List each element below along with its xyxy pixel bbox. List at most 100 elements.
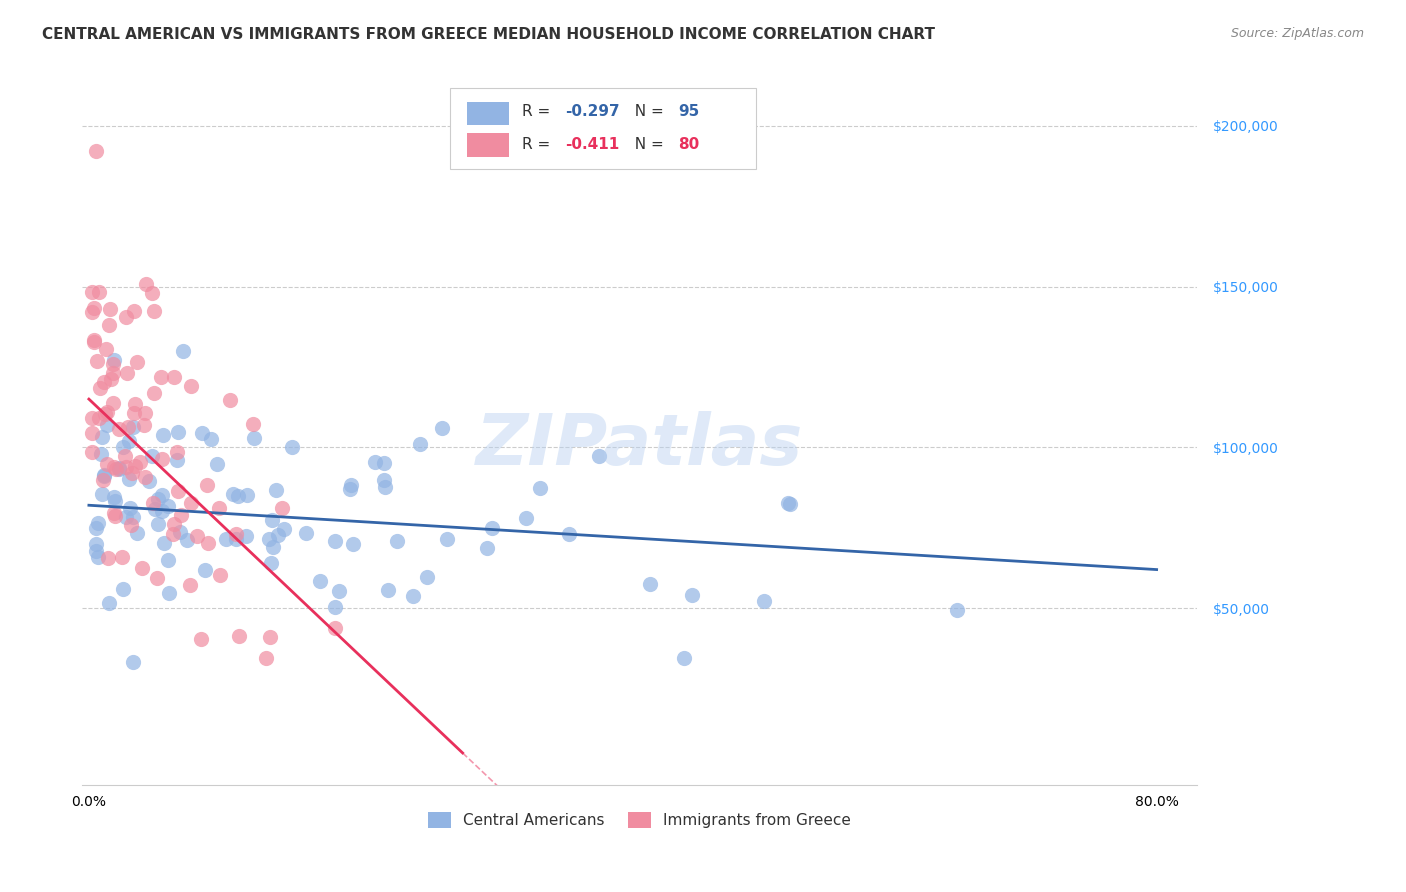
Point	[179, 577, 201, 591]
Point	[262, 541, 284, 555]
Point	[260, 556, 283, 570]
Point	[108, 461, 131, 475]
Point	[281, 440, 304, 454]
Point	[194, 563, 217, 577]
Point	[166, 425, 188, 439]
Point	[107, 422, 129, 436]
Point	[945, 603, 967, 617]
Point	[215, 532, 238, 546]
Point	[436, 532, 458, 546]
Point	[93, 468, 115, 483]
Point	[752, 593, 775, 607]
Point	[150, 452, 173, 467]
Point	[328, 583, 350, 598]
Point	[377, 582, 399, 597]
Point	[89, 381, 111, 395]
Point	[673, 651, 696, 665]
Point	[166, 483, 188, 498]
Point	[157, 586, 180, 600]
Point	[209, 568, 232, 582]
Point	[87, 410, 110, 425]
Point	[111, 550, 134, 565]
Point	[163, 369, 186, 384]
Point	[270, 500, 292, 515]
Point	[115, 510, 138, 524]
Point	[146, 517, 169, 532]
Point	[156, 499, 179, 513]
Point	[80, 285, 103, 299]
Point	[180, 379, 202, 393]
Point	[103, 460, 125, 475]
Point	[111, 440, 134, 454]
Point	[163, 517, 186, 532]
Point	[93, 468, 115, 483]
Point	[115, 310, 138, 324]
Point	[118, 501, 141, 516]
Point	[96, 342, 118, 356]
Point	[135, 277, 157, 292]
Point	[200, 432, 222, 446]
Point	[416, 570, 439, 584]
Point	[86, 354, 108, 368]
Point	[131, 560, 153, 574]
Point	[83, 333, 105, 347]
Point	[134, 417, 156, 432]
Point	[114, 449, 136, 463]
Point	[98, 318, 121, 332]
Point	[225, 532, 247, 546]
Point	[150, 488, 173, 502]
Point	[170, 508, 193, 523]
Point	[186, 528, 208, 542]
Point	[254, 651, 277, 665]
Legend: Central Americans, Immigrants from Greece: Central Americans, Immigrants from Greec…	[422, 805, 856, 834]
Point	[162, 526, 184, 541]
Point	[142, 304, 165, 318]
Point	[91, 430, 114, 444]
FancyBboxPatch shape	[450, 88, 756, 169]
Point	[267, 527, 290, 541]
Text: Source: ZipAtlas.com: Source: ZipAtlas.com	[1230, 27, 1364, 40]
Point	[96, 404, 118, 418]
Point	[103, 490, 125, 504]
Point	[83, 301, 105, 315]
Point	[141, 286, 163, 301]
Point	[83, 334, 105, 349]
Point	[226, 489, 249, 503]
Point	[259, 630, 281, 644]
Point	[218, 392, 240, 407]
Point	[98, 301, 121, 316]
Point	[104, 462, 127, 476]
Point	[138, 474, 160, 488]
Text: N =: N =	[624, 137, 669, 153]
Text: R =: R =	[523, 137, 555, 153]
Point	[101, 366, 124, 380]
Point	[93, 473, 115, 487]
Point	[84, 537, 107, 551]
FancyBboxPatch shape	[467, 133, 509, 157]
Point	[339, 478, 361, 492]
Point	[150, 504, 173, 518]
Point	[166, 453, 188, 467]
Point	[115, 366, 138, 380]
Point	[117, 420, 139, 434]
Point	[588, 449, 610, 463]
Point	[118, 434, 141, 448]
Point	[80, 425, 103, 440]
Point	[115, 460, 138, 475]
Point	[152, 427, 174, 442]
Point	[96, 457, 118, 471]
Point	[84, 145, 107, 159]
Point	[339, 482, 361, 496]
Point	[373, 456, 395, 470]
Point	[176, 533, 198, 547]
Point	[84, 521, 107, 535]
Point	[235, 529, 257, 543]
Point	[120, 518, 142, 533]
Point	[121, 466, 143, 480]
Point	[208, 500, 231, 515]
Point	[118, 472, 141, 486]
Point	[373, 474, 395, 488]
Point	[146, 571, 169, 585]
Text: -0.297: -0.297	[565, 103, 620, 119]
Point	[408, 437, 430, 451]
